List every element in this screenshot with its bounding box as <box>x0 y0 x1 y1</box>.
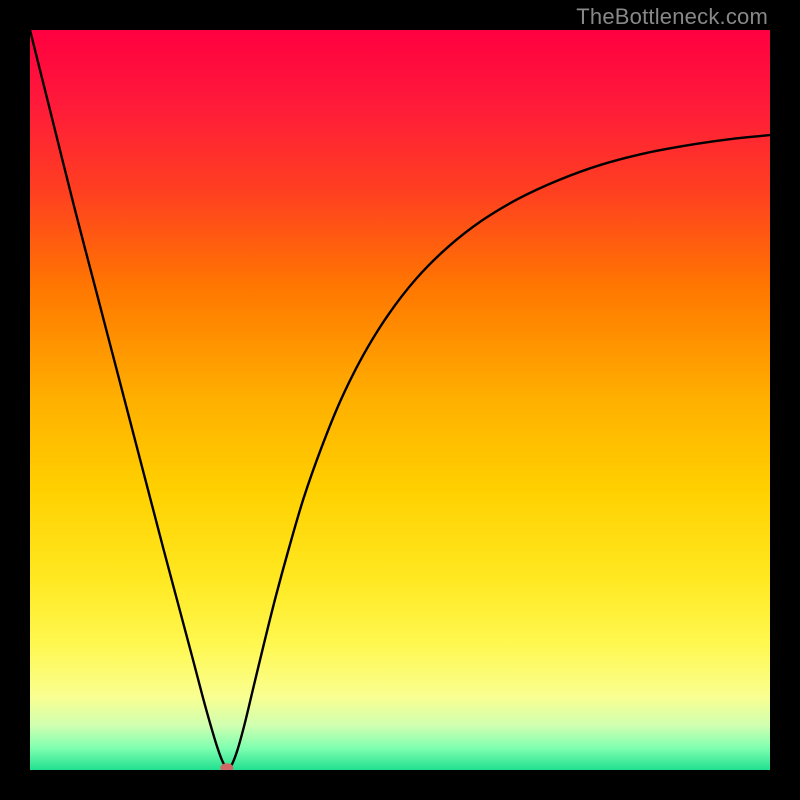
chart-plot-area <box>30 30 770 770</box>
chart-background-rect <box>30 30 770 770</box>
chart-background-svg <box>30 30 770 770</box>
watermark-text: TheBottleneck.com <box>576 4 768 30</box>
